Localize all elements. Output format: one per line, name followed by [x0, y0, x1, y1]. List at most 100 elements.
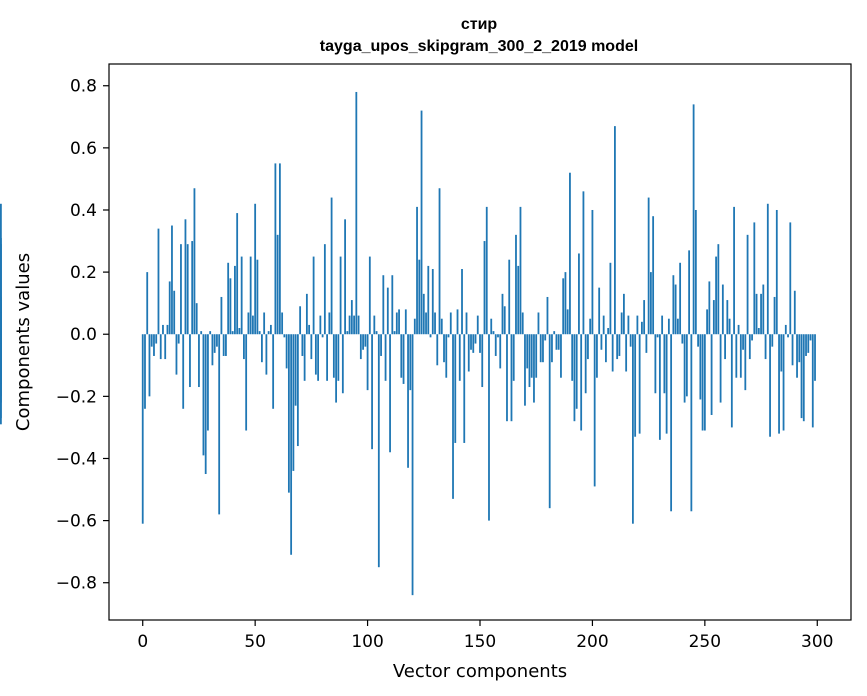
- bar-component-141: [458, 334, 461, 381]
- bar-component-70: [299, 306, 302, 335]
- bar-component-280: [771, 334, 774, 347]
- bar-component-78: [317, 334, 320, 381]
- bar-component-166: [515, 234, 517, 335]
- bar-component-132: [438, 188, 441, 335]
- bar-component-59: [274, 163, 277, 335]
- bar-component-193: [575, 334, 578, 409]
- bar-component-105: [377, 334, 380, 568]
- bar-component-161: [503, 306, 506, 335]
- bar-component-106: [380, 334, 382, 356]
- bar-component-298: [811, 334, 814, 428]
- bar-component-37: [225, 334, 227, 356]
- bar-component-138: [452, 334, 454, 499]
- bar-component-151: [481, 334, 484, 388]
- bar-component-209: [611, 334, 614, 372]
- bar-component-273: [755, 293, 758, 335]
- bar-component-110: [389, 334, 391, 453]
- bar-component-240: [681, 334, 684, 344]
- bar-component-255: [715, 256, 717, 335]
- bar-component-237: [674, 284, 677, 335]
- bar-component-219: [634, 334, 637, 437]
- bar-component-261: [728, 318, 731, 335]
- bar-component-101: [368, 256, 371, 335]
- bar-component-277: [764, 334, 767, 360]
- bar-component-103: [373, 315, 376, 335]
- bar-component-202: [596, 334, 598, 378]
- bar-component-177: [539, 334, 542, 363]
- bar-component-155: [490, 318, 493, 335]
- bar-component-64: [285, 334, 288, 369]
- bar-component-187: [562, 278, 565, 335]
- bar-component-272: [753, 222, 756, 335]
- y-tick-label: 0.8: [70, 77, 97, 97]
- y-tick-label: 0.6: [70, 139, 97, 159]
- bar-component-28: [204, 334, 207, 475]
- bar-component-33: [216, 334, 218, 347]
- bar-component-75: [310, 334, 313, 360]
- bar-component-71: [301, 334, 304, 356]
- bar-component-134: [443, 334, 445, 363]
- bar-component-156: [492, 331, 495, 335]
- bar-component-45: [243, 334, 245, 360]
- bar-component-94: [353, 315, 355, 335]
- bar-component-152: [483, 241, 486, 335]
- bar-component-49: [252, 315, 254, 335]
- bar-component-43: [238, 328, 241, 335]
- bar-component-259: [724, 334, 726, 360]
- bar-component-121: [413, 318, 416, 335]
- bar-component-12: [168, 281, 171, 335]
- bar-component-162: [506, 334, 508, 422]
- bar-component-44: [240, 256, 243, 335]
- bar-component-20: [186, 244, 189, 335]
- bar-component-29: [207, 334, 209, 431]
- bar-component-17: [180, 244, 182, 335]
- bar-component-226: [649, 272, 652, 335]
- bar-component-73: [305, 293, 308, 335]
- bar-component-89: [341, 334, 344, 394]
- bar-component-197: [584, 334, 587, 394]
- bar-component-47: [247, 312, 250, 335]
- bar-component-268: [744, 334, 747, 391]
- bar-component-288: [789, 222, 792, 335]
- bar-component-242: [685, 334, 688, 397]
- bar-component-72: [303, 334, 306, 381]
- bar-component-299: [814, 334, 816, 381]
- bar-component-215: [625, 334, 628, 372]
- bar-component-31: [211, 334, 214, 366]
- bar-component-21: [189, 334, 191, 388]
- bar-component-67: [292, 334, 295, 471]
- bar-component-51: [256, 259, 259, 335]
- bar-component-176: [537, 312, 540, 335]
- bar-component-22: [191, 241, 194, 335]
- bar-component-48: [249, 256, 252, 335]
- bar-component-265: [737, 324, 740, 335]
- bar-component-245: [692, 104, 695, 335]
- bar-component-230: [658, 334, 661, 440]
- bar-component-221: [638, 334, 641, 434]
- bar-component-154: [488, 334, 490, 521]
- bar-component-244: [690, 334, 693, 512]
- bar-component-290: [793, 290, 796, 335]
- bar-component-284: [780, 334, 783, 372]
- bar-component-92: [348, 315, 351, 335]
- bar-component-81: [323, 244, 326, 335]
- bar-component-218: [632, 334, 634, 524]
- bar-component-213: [620, 312, 623, 335]
- bar-component-62: [281, 312, 284, 335]
- bar-component-84: [330, 197, 333, 335]
- bar-component-9: [162, 324, 164, 335]
- bar-component-235: [670, 334, 673, 512]
- bar-component-293: [800, 334, 803, 419]
- bar-component-46: [245, 334, 248, 431]
- bar-component-165: [512, 334, 515, 381]
- bar-component-287: [787, 334, 789, 338]
- bar-component-96: [357, 315, 360, 335]
- bar-component-183: [553, 331, 556, 335]
- x-tick-label: 0: [137, 632, 148, 652]
- bar-component-278: [766, 203, 769, 335]
- bar-component-276: [762, 284, 765, 335]
- bar-component-180: [546, 296, 549, 335]
- bar-component-10: [164, 334, 167, 360]
- bar-component-212: [618, 334, 621, 356]
- bar-component-36: [222, 334, 225, 356]
